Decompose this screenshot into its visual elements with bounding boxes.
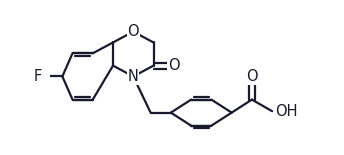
Text: O: O <box>127 24 139 39</box>
Text: O: O <box>168 58 180 73</box>
Text: OH: OH <box>275 104 298 119</box>
Text: N: N <box>128 69 139 84</box>
Text: F: F <box>34 69 42 84</box>
Text: O: O <box>246 69 258 84</box>
